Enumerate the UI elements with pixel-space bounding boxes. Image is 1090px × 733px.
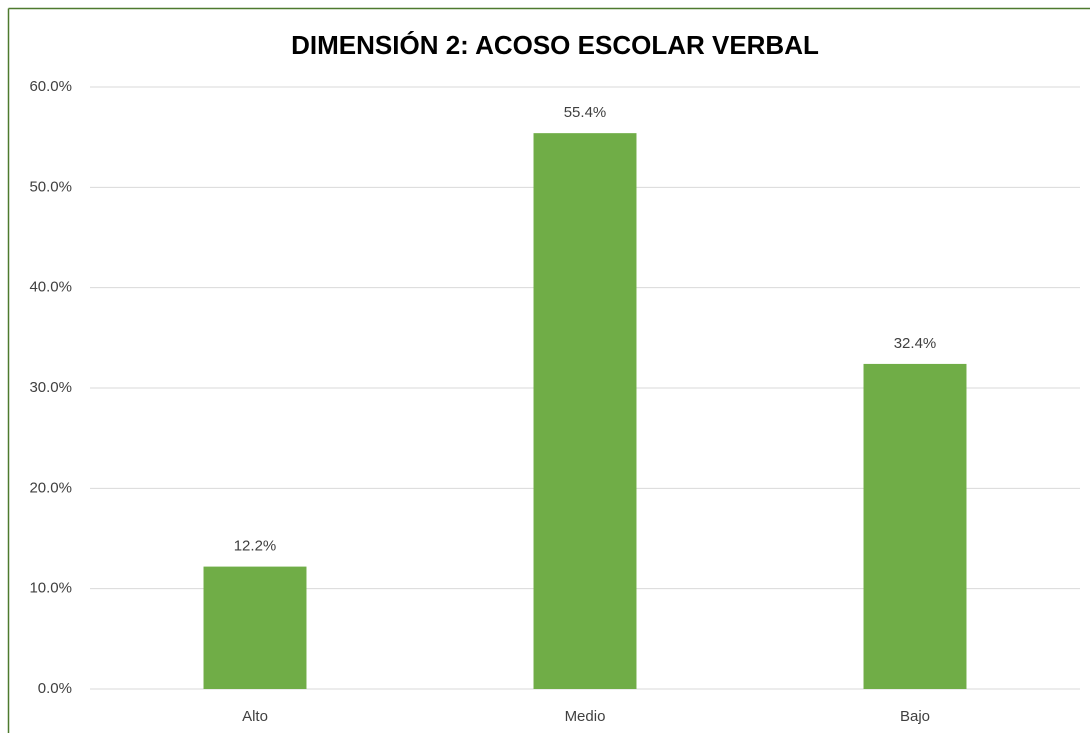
y-tick-label: 30.0% <box>29 379 72 396</box>
x-tick-label: Medio <box>565 708 606 725</box>
y-tick-label: 40.0% <box>29 279 72 296</box>
data-label: 32.4% <box>894 335 937 352</box>
y-tick-label: 60.0% <box>29 78 72 95</box>
data-label: 12.2% <box>234 538 277 555</box>
chart-title: DIMENSIÓN 2: ACOSO ESCOLAR VERBAL <box>291 30 819 60</box>
bar <box>203 566 307 689</box>
y-tick-label: 10.0% <box>29 580 72 597</box>
data-label: 55.4% <box>564 104 607 121</box>
x-tick-label: Alto <box>242 708 268 725</box>
y-tick-label: 0.0% <box>38 680 72 697</box>
y-tick-label: 50.0% <box>29 178 72 195</box>
bar <box>533 133 637 690</box>
y-tick-label: 20.0% <box>29 479 72 496</box>
bar <box>863 363 967 689</box>
x-tick-label: Bajo <box>900 708 930 725</box>
